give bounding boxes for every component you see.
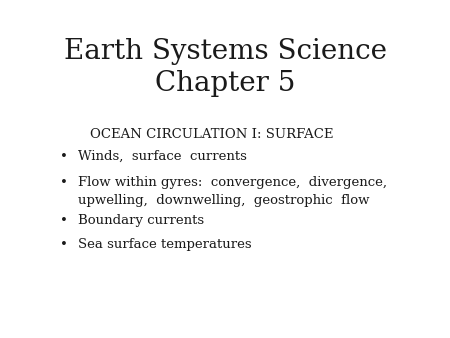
Text: •: • xyxy=(60,214,68,227)
Text: Flow within gyres:  convergence,  divergence,
upwelling,  downwelling,  geostrop: Flow within gyres: convergence, divergen… xyxy=(78,176,387,207)
Text: Winds,  surface  currents: Winds, surface currents xyxy=(78,150,247,163)
Text: Sea surface temperatures: Sea surface temperatures xyxy=(78,238,252,251)
Text: •: • xyxy=(60,176,68,189)
Text: •: • xyxy=(60,238,68,251)
Text: OCEAN CIRCULATION I: SURFACE: OCEAN CIRCULATION I: SURFACE xyxy=(90,128,333,141)
Text: Boundary currents: Boundary currents xyxy=(78,214,204,227)
Text: Earth Systems Science
Chapter 5: Earth Systems Science Chapter 5 xyxy=(63,38,387,97)
Text: •: • xyxy=(60,150,68,163)
